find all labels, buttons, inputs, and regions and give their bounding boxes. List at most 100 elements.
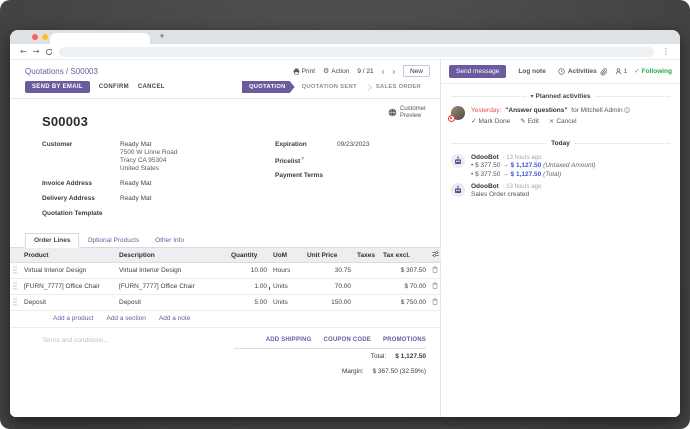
status-quotation[interactable]: QUOTATION — [242, 81, 295, 93]
mark-done-button[interactable]: ✓ Mark Done — [471, 117, 511, 125]
close-window-icon[interactable] — [32, 34, 38, 40]
unit-price-cell[interactable]: 70.00 — [304, 278, 354, 295]
arrow-right-icon: → — [502, 162, 509, 169]
message-timestamp: - 13 hours ago — [502, 184, 542, 190]
optional-columns-button[interactable] — [429, 248, 441, 263]
bullet-icon: • — [471, 162, 474, 169]
activity-item: Yesterday: "Answer questions" for Mitche… — [441, 103, 680, 126]
tab-other-info[interactable]: Other Info — [155, 237, 185, 244]
forecast-chart-icon[interactable] — [269, 283, 270, 290]
customer-preview-label: Customer Preview — [399, 106, 426, 119]
breadcrumb[interactable]: Quotations / S00003 — [25, 66, 98, 76]
field-groups: Customer Ready Mat 7500 W Linne Road Tra… — [42, 141, 426, 224]
confirm-button[interactable]: CONFIRM — [98, 84, 129, 90]
url-bar[interactable] — [59, 46, 654, 57]
taxes-cell[interactable] — [354, 278, 380, 295]
add-section-link[interactable]: Add a section — [106, 315, 146, 322]
edit-activity-button[interactable]: ✎ Edit — [520, 117, 539, 125]
customer-field[interactable]: Ready Mat 7500 W Linne Road Tracy CA 953… — [120, 141, 178, 172]
send-by-email-button[interactable]: SEND BY EMAIL — [25, 81, 90, 93]
activities-button[interactable]: Activities — [558, 68, 597, 75]
robot-icon — [455, 156, 461, 164]
planned-activities-divider[interactable]: ▾ Planned activities — [451, 93, 670, 100]
uom-cell[interactable]: Hours — [270, 262, 304, 279]
product-cell[interactable]: Deposit — [21, 294, 116, 311]
customer-preview-button[interactable]: Customer Preview — [388, 106, 426, 119]
description-cell[interactable]: Deposit — [116, 294, 228, 311]
margin-value: $ 367.50 (32.59%) — [372, 368, 426, 375]
notebook-tabs: Order Lines Optional Products Other Info — [10, 233, 440, 248]
pager-next-icon[interactable]: › — [392, 66, 395, 76]
quantity-cell[interactable]: 1.00 — [228, 278, 270, 295]
taxes-column-header: Taxes — [354, 248, 380, 263]
product-cell[interactable]: [FURN_7777] Office Chair — [21, 278, 116, 295]
print-button[interactable]: Print — [293, 68, 315, 75]
forward-icon[interactable]: → — [32, 46, 40, 56]
printer-icon — [293, 68, 299, 75]
browser-window: + ← → ⋮ Quotations / S00003 Print — [10, 30, 680, 417]
add-shipping-button[interactable]: ADD SHIPPING — [265, 337, 312, 343]
pencil-icon: ✎ — [520, 117, 526, 125]
table-row[interactable]: Virtual Interior Design Virtual Interior… — [10, 262, 441, 279]
form-sheet: Customer Preview S00003 Customer Ready M… — [10, 99, 441, 417]
message-body: Sales Order created — [471, 191, 530, 198]
tab-optional-products[interactable]: Optional Products — [87, 237, 140, 244]
odoobot-avatar — [451, 154, 465, 168]
minimize-window-icon[interactable] — [42, 34, 48, 40]
terms-and-conditions-input[interactable]: Terms and conditions... — [42, 337, 109, 344]
add-product-link[interactable]: Add a product — [53, 315, 94, 322]
unit-price-cell[interactable]: 150.00 — [304, 294, 354, 311]
delivery-address-field[interactable]: Ready Mat — [120, 195, 152, 202]
description-cell[interactable]: Virtual Interior Design — [116, 262, 228, 279]
quantity-cell[interactable]: 10.00 — [228, 262, 270, 279]
following-button[interactable]: ✓ Following — [634, 67, 672, 76]
pager-previous-icon[interactable]: ‹ — [381, 66, 385, 76]
description-cell[interactable]: [FURN_7777] Office Chair — [116, 278, 228, 295]
delete-row-icon[interactable] — [432, 298, 438, 305]
cancel-button[interactable]: CANCEL — [137, 84, 165, 90]
log-note-button[interactable]: Log note — [518, 68, 546, 75]
delete-row-icon[interactable] — [432, 282, 438, 289]
message-author[interactable]: OdooBot — [471, 183, 499, 190]
invoice-address-field[interactable]: Ready Mat — [120, 180, 152, 187]
taxes-cell[interactable] — [354, 294, 380, 311]
drag-handle-icon[interactable] — [13, 265, 17, 274]
uom-cell[interactable]: Units — [270, 278, 304, 295]
send-message-button[interactable]: Send message — [449, 65, 507, 78]
status-quotation-sent[interactable]: QUOTATION SENT — [301, 84, 357, 90]
promotions-button[interactable]: PROMOTIONS — [382, 337, 426, 343]
expiration-field[interactable]: 09/23/2023 — [337, 141, 370, 148]
browser-tab[interactable] — [50, 33, 150, 44]
product-column-header: Product — [21, 248, 116, 263]
table-row[interactable]: Deposit Deposit 5.00 Units 150.00 $ 750.… — [10, 294, 441, 311]
taxes-cell[interactable] — [354, 262, 380, 279]
refresh-icon[interactable] — [45, 48, 53, 56]
cancel-activity-button[interactable]: × Cancel — [548, 117, 577, 125]
product-cell[interactable]: Virtual Interior Design — [21, 262, 116, 279]
status-sales-order[interactable]: SALES ORDER — [375, 84, 421, 90]
quantity-cell[interactable]: 5.00 — [228, 294, 270, 311]
unit-price-cell[interactable]: 30.75 — [304, 262, 354, 279]
followers-button[interactable]: 1 — [615, 68, 627, 75]
order-lines-table: Product Description Quantity UoM Unit Pr… — [10, 248, 441, 311]
coupon-code-button[interactable]: COUPON CODE — [323, 337, 371, 343]
message-author[interactable]: OdooBot — [471, 154, 499, 161]
info-icon[interactable] — [624, 107, 631, 113]
invoice-address-label: Invoice Address — [42, 180, 92, 187]
browser-menu-icon[interactable]: ⋮ — [662, 47, 670, 56]
action-button[interactable]: ⚙ Action — [323, 67, 349, 75]
tab-order-lines[interactable]: Order Lines — [25, 233, 80, 248]
sliders-icon — [432, 251, 439, 257]
back-icon[interactable]: ← — [20, 46, 27, 56]
new-tab-button[interactable]: + — [159, 31, 165, 41]
chevron-down-icon: ▾ — [530, 93, 534, 100]
uom-cell[interactable]: Units — [270, 294, 304, 311]
add-note-link[interactable]: Add a note — [158, 315, 191, 322]
delete-row-icon[interactable] — [432, 266, 438, 273]
new-record-button[interactable]: New — [402, 65, 430, 77]
paperclip-icon[interactable] — [600, 67, 608, 76]
table-row[interactable]: [FURN_7777] Office Chair [FURN_7777] Off… — [10, 278, 441, 295]
drag-handle-icon[interactable] — [13, 281, 17, 290]
handle-column-header — [10, 248, 21, 263]
drag-handle-icon[interactable] — [13, 297, 17, 306]
